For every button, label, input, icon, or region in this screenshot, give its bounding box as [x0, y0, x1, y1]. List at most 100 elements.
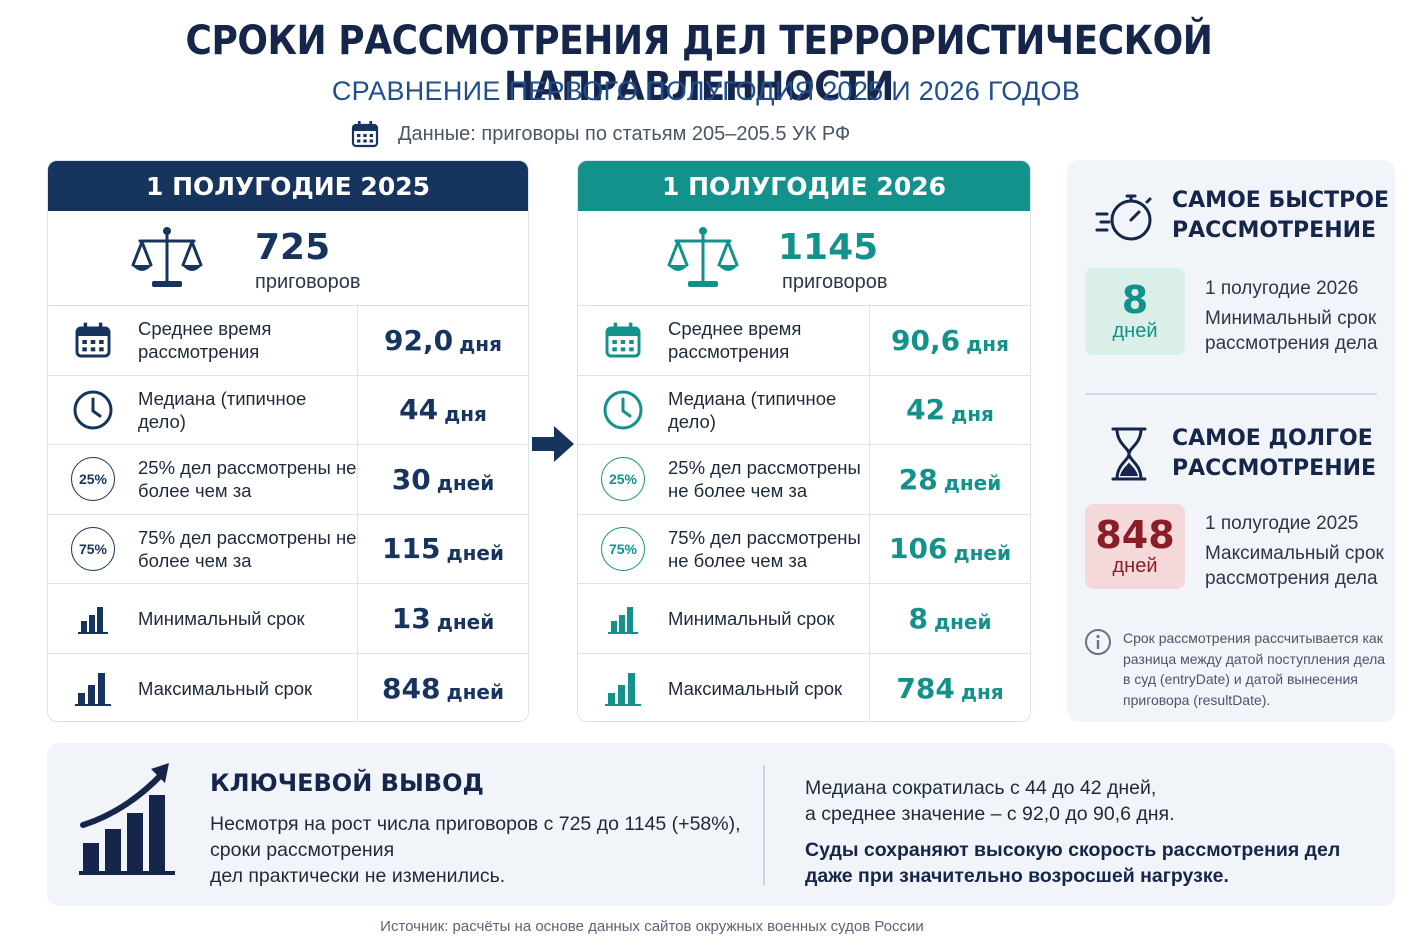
row-value: 106	[888, 532, 948, 566]
page-title: СРОКИ РАССМОТРЕНИЯ ДЕЛ ТЕРРОРИСТИЧЕСКОЙ …	[185, 18, 1213, 110]
clock-icon	[603, 390, 643, 430]
row-unit: дней	[446, 540, 504, 565]
percent-75-icon: 75%	[601, 526, 645, 571]
table-row: Среднее время рассмотрения 92,0 дня	[48, 306, 528, 376]
percent-75-icon: 75%	[71, 526, 115, 571]
conclusion-heading: КЛЮЧЕВОЙ ВЫВОД	[210, 769, 484, 797]
fast-unit: дней	[1112, 320, 1158, 342]
calculation-note: Срок рассмотрения рассчитывается как раз…	[1123, 630, 1386, 708]
slow-desc: Максимальный срок	[1205, 543, 1384, 564]
table-row: Максимальный срок 784 дня	[578, 653, 1030, 721]
slow-badge: 848 дней	[1085, 504, 1185, 589]
fast-period: 1 полугодие 2026	[1205, 278, 1359, 299]
row-label: Максимальный срок	[668, 653, 870, 721]
conclusion-stats: Медиана сократилась с 44 до 42 дней, а с…	[805, 775, 1365, 827]
side-panel: САМОЕ БЫСТРОЕ РАССМОТРЕНИЕ 8 дней 1 полу…	[1067, 160, 1395, 722]
conclusion-text: Несмотря на рост числа приговоров с 725 …	[210, 811, 750, 889]
slow-heading: САМОЕ ДОЛГОЕ РАССМОТРЕНИЕ	[1172, 424, 1376, 484]
fast-heading-line: РАССМОТРЕНИЕ	[1172, 218, 1377, 243]
fast-badge: 8 дней	[1085, 268, 1185, 355]
row-unit: дней	[436, 610, 495, 635]
bar-chart-icon	[608, 607, 638, 635]
row-label: 25% дел рассмотрены не более чем за	[138, 445, 358, 514]
source-footer: Источник: расчёты на основе данных сайто…	[380, 918, 924, 935]
row-label: 25% дел рассмотрены не более чем за	[668, 445, 870, 514]
growth-chart-icon	[79, 763, 175, 875]
conclusion-emphasis: Суды сохраняют высокую скорость рассмотр…	[805, 837, 1365, 889]
table-row: 75% 75% дел рассмотрены не более чем за …	[578, 514, 1030, 584]
row-label: 75% дел рассмотрены не более чем за	[668, 514, 870, 583]
table-row: Медиана (типичное дело) 42 дня	[578, 375, 1030, 445]
calendar-icon	[351, 121, 379, 148]
row-label: Минимальный срок	[138, 584, 358, 653]
row-unit: дней	[446, 680, 504, 705]
table-row: Максимальный срок 848 дней	[48, 653, 528, 721]
table-row: Среднее время рассмотрения 90,6 дня	[578, 306, 1030, 376]
row-unit: дней	[933, 610, 992, 635]
clock-icon	[73, 390, 113, 430]
row-value: 30	[391, 462, 431, 496]
divider	[1085, 393, 1377, 395]
row-value: 784	[896, 671, 955, 705]
table-row: Минимальный срок 8 дней	[578, 584, 1030, 654]
fast-description: 1 полугодие 2026 Минимальный срок рассмо…	[1205, 276, 1378, 356]
fast-desc: рассмотрения дела	[1205, 333, 1378, 354]
divider	[763, 765, 765, 885]
row-unit: дней	[953, 540, 1011, 565]
slow-heading-line: РАССМОТРЕНИЕ	[1172, 456, 1377, 481]
row-label: Медиана (типичное дело)	[138, 375, 358, 444]
slow-period: 1 полугодие 2025	[1205, 513, 1359, 534]
row-value: 115	[381, 532, 441, 566]
row-unit: дней	[943, 471, 1002, 496]
row-value: 848	[381, 671, 441, 705]
conclusion-line: даже при значительно возросшей нагрузке.	[805, 865, 1229, 887]
slow-value: 848	[1095, 513, 1175, 557]
calendar-icon	[605, 322, 641, 358]
row-value: 92,0	[384, 323, 454, 357]
row-unit: дня	[444, 401, 487, 426]
row-unit: дня	[459, 332, 502, 357]
conclusion-line: Медиана сократилась с 44 до 42 дней,	[805, 777, 1157, 799]
row-value: 90,6	[891, 323, 961, 357]
table-row: Минимальный срок 13 дней	[48, 584, 528, 654]
stopwatch-icon	[1095, 194, 1152, 241]
row-unit: дня	[951, 401, 994, 426]
conclusion-line: сроки рассмотрения	[210, 839, 395, 861]
slow-description: 1 полугодие 2025 Максимальный срок рассм…	[1205, 511, 1384, 591]
conclusion-line: Суды сохраняют высокую скорость рассмотр…	[805, 839, 1341, 861]
row-label: Максимальный срок	[138, 653, 358, 721]
data-source-note: Данные: приговоры по статьям 205–205.5 У…	[350, 118, 850, 150]
count-2025: 725	[255, 227, 331, 268]
table-row: Медиана (типичное дело) 44 дня	[48, 375, 528, 445]
bar-chart-icon	[605, 673, 641, 707]
row-label: Среднее время рассмотрения	[668, 306, 870, 375]
arrow-right-icon	[532, 426, 574, 462]
row-value: 44	[399, 393, 439, 427]
conclusion-line: а среднее значение – с 92,0 до 90,6 дня.	[805, 803, 1175, 825]
slow-unit: дней	[1112, 555, 1158, 577]
row-unit: дня	[960, 680, 1004, 705]
hourglass-icon	[1111, 427, 1147, 481]
panel-2025-title: 1 ПОЛУГОДИЕ 2025	[48, 161, 528, 211]
slow-desc: рассмотрения дела	[1205, 568, 1378, 589]
row-label: 75% дел рассмотрены не более чем за	[138, 514, 358, 583]
conclusion-panel: КЛЮЧЕВОЙ ВЫВОД Несмотря на рост числа пр…	[47, 743, 1395, 906]
fast-heading-line: САМОЕ БЫСТРОЕ	[1172, 188, 1390, 213]
fast-heading: САМОЕ БЫСТРОЕ РАССМОТРЕНИЕ	[1172, 186, 1389, 246]
count-2026: 1145	[778, 227, 879, 268]
row-label: Среднее время рассмотрения	[138, 306, 358, 375]
panel-2025: 1 ПОЛУГОДИЕ 2025 725 приговоров Среднее …	[47, 160, 529, 722]
row-value: 42	[906, 393, 946, 427]
count-2025-label: приговоров	[255, 271, 361, 293]
row-unit: дней	[436, 471, 495, 496]
scales-icon	[667, 227, 739, 287]
count-2026-label: приговоров	[782, 271, 888, 293]
panel-2026: 1 ПОЛУГОДИЕ 2026 1145 приговоров Среднее…	[577, 160, 1031, 722]
panel-2026-title: 1 ПОЛУГОДИЕ 2026	[578, 161, 1030, 211]
data-source-text: Данные: приговоры по статьям 205–205.5 У…	[398, 122, 851, 145]
row-value: 28	[898, 462, 938, 496]
scales-icon	[131, 227, 203, 287]
percent-25-icon: 25%	[71, 457, 115, 502]
conclusion-line: дел практически не изменились.	[210, 865, 506, 887]
fast-desc: Минимальный срок	[1205, 308, 1377, 329]
